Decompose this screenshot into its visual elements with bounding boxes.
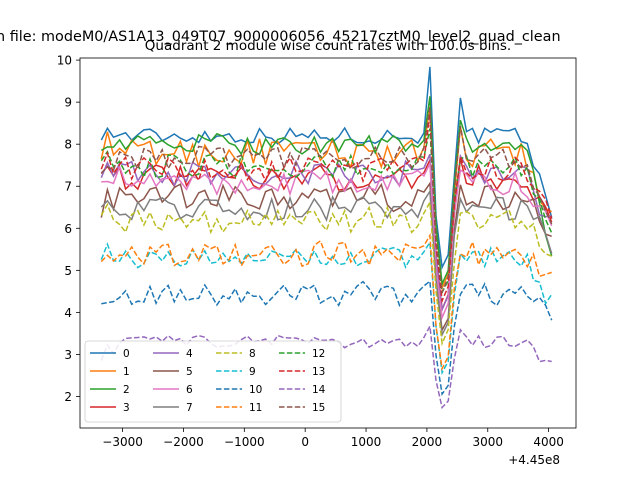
legend-label: 0 [123,348,130,360]
x-tick-label: −2000 [163,435,204,449]
legend-label: 11 [249,402,262,414]
x-axis: −3000 −2000 −1000 0 1000 2000 3000 4000 [102,428,564,449]
series-line-0 [100,66,553,271]
x-axis-offset-label: +4.45e8 [508,453,560,467]
x-tick-label: 2000 [412,435,443,449]
y-tick-label: 7 [64,180,72,194]
legend-label: 2 [123,384,130,396]
plot-frame [79,57,577,429]
legend-label: 1 [123,366,130,378]
legend-label: 7 [186,402,193,414]
series-line-7 [100,189,553,338]
series-line-1 [100,106,552,291]
series-line-13 [100,114,553,304]
figure-suptitle: n file: modeM0/AS1A13_049T07_9000006056_… [0,29,561,45]
legend-box [84,340,342,423]
y-tick-label: 4 [64,306,72,320]
chart-title: Quadrant 2 module wise count rates with … [145,38,511,54]
x-tick-label: 0 [301,435,309,449]
series-line-6 [101,160,553,321]
y-tick-label: 10 [57,54,72,68]
series-line-8 [100,199,552,347]
legend-label: 15 [312,402,325,414]
legend-label: 14 [312,384,326,396]
y-tick-label: 2 [64,390,72,404]
legend-label: 13 [312,366,325,378]
legend-label: 6 [186,384,193,396]
x-tick-label: 1000 [351,435,382,449]
legend-label: 3 [123,402,130,414]
legend-label: 8 [249,348,256,360]
y-tick-label: 8 [64,138,72,152]
series-line-9 [100,240,553,376]
series-line-11 [100,232,552,372]
y-tick-label: 3 [64,348,72,362]
legend-label: 9 [249,366,256,378]
series-line-5 [100,181,552,333]
legend-label: 4 [186,348,193,360]
y-tick-label: 5 [64,264,72,278]
legend-label: 5 [186,366,193,378]
series-line-10 [101,279,553,397]
y-axis: 2 3 4 5 6 7 8 9 10 [57,54,80,404]
series-line-12 [100,128,553,295]
y-tick-label: 9 [64,96,72,110]
x-tick-label: 3000 [472,435,503,449]
legend-label: 10 [249,384,262,396]
x-tick-label: −3000 [102,435,143,449]
legend-label: 12 [312,348,325,360]
series-line-14 [100,323,552,410]
series-layer [100,66,553,410]
y-tick-label: 6 [64,222,72,236]
series-line-15 [100,106,553,293]
series-line-2 [100,96,553,287]
x-tick-label: 4000 [533,435,564,449]
x-tick-label: −1000 [224,435,265,449]
